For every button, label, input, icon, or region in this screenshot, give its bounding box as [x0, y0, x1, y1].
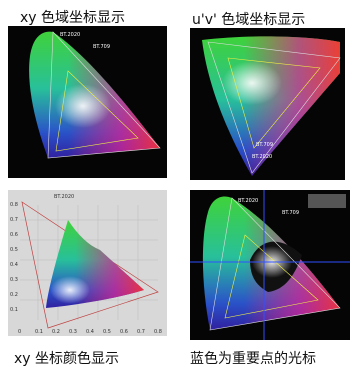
axis-label: 0.8	[10, 202, 18, 208]
axis-label: 0.1	[10, 307, 18, 313]
uv-diagram: BT.709 BT.2020	[190, 28, 345, 180]
gamut-label: BT.709	[93, 44, 110, 50]
axis-label: 0.2	[10, 292, 18, 298]
axis-label: 0.3	[69, 329, 77, 335]
axis-label: 0.4	[10, 262, 18, 268]
axis-label: 0.1	[35, 329, 43, 335]
xy-color-plot: BT.2020 0.8 0.7 0.6 0.5 0.4 0.3 0.2 0.1 0 0.1 0.2 0…	[8, 190, 167, 336]
axis-label: 0.2	[52, 329, 60, 335]
xy-diagram: BT.2020 BT.709	[8, 26, 167, 178]
caption: xy 色域坐标显示	[20, 10, 126, 26]
gamut-label: BT.2020	[60, 32, 80, 38]
axis-label: 0.4	[86, 329, 94, 335]
caption: u'v' 色域坐标显示	[192, 12, 306, 28]
axis-label: 0.3	[10, 277, 18, 283]
axis-label: 0.7	[137, 329, 145, 335]
axis-label: 0.5	[103, 329, 111, 335]
axis-label: 0	[18, 329, 21, 335]
gamut-label: BT.2020	[54, 194, 74, 200]
axis-label: 0.8	[154, 329, 162, 335]
gamut-label: BT.2020	[252, 154, 272, 160]
gamut-label: BT.709	[256, 142, 273, 148]
caption: xy 坐标颜色显示	[14, 351, 120, 367]
axis-label: 0.6	[10, 232, 18, 238]
cursor-diagram: BT.2020 BT.709	[190, 190, 350, 340]
gamut-label: BT.709	[282, 210, 299, 216]
caption: 蓝色为重要点的光标	[190, 351, 316, 367]
gamut-label: BT.2020	[238, 198, 258, 204]
axis-label: 0.5	[10, 247, 18, 253]
axis-label: 0.7	[10, 217, 18, 223]
axis-label: 0.6	[120, 329, 128, 335]
